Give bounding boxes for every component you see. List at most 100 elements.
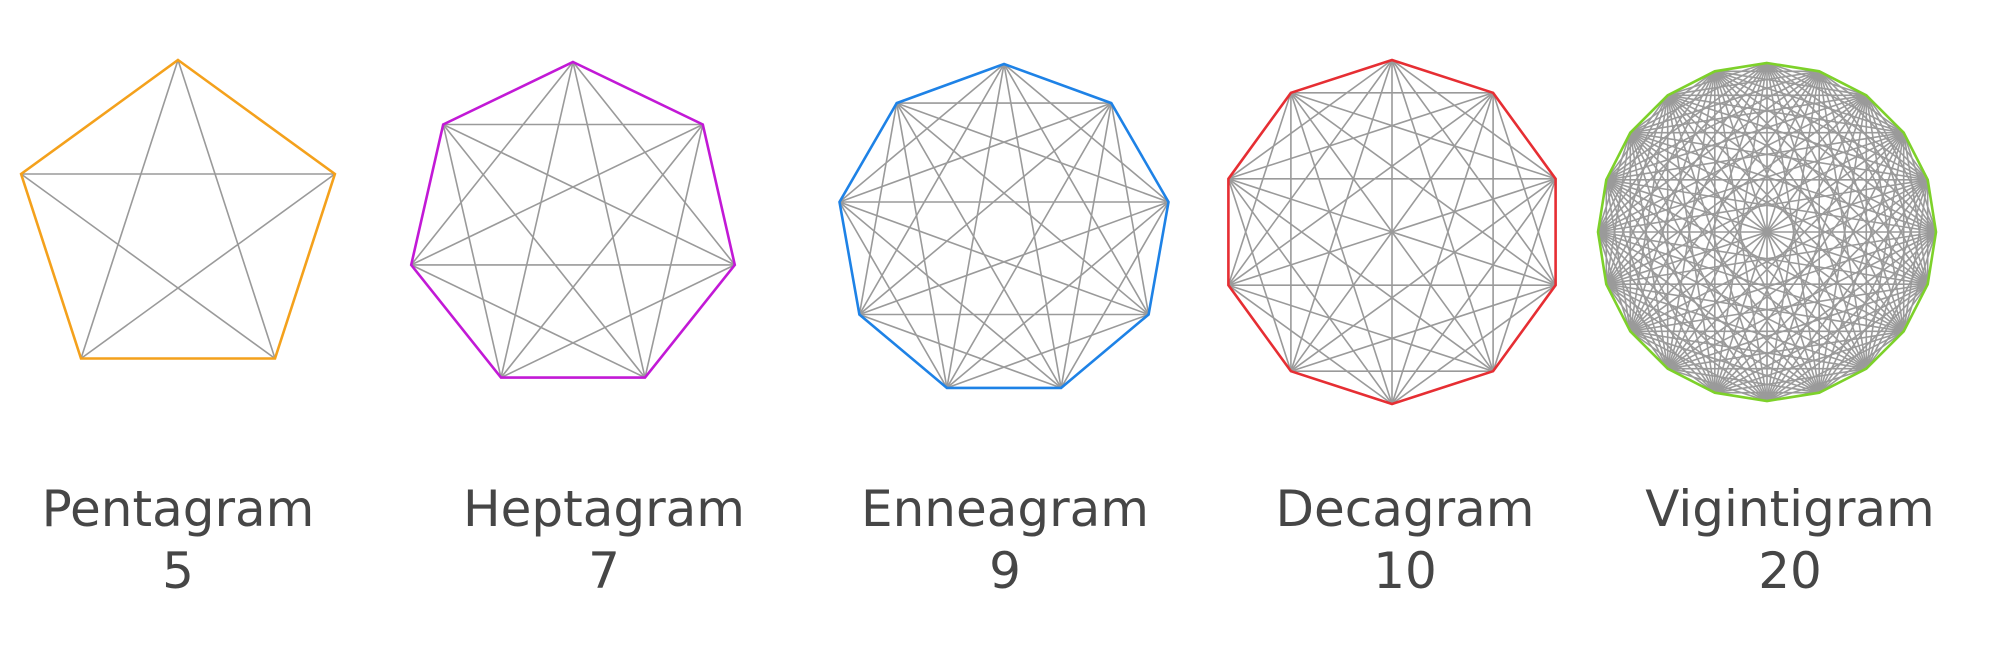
vigintigram-diagonal xyxy=(1666,71,1716,369)
pentagram-diagonal xyxy=(177,59,276,359)
vigintigram-diagonal xyxy=(1597,62,1768,233)
enneagram-diagonal xyxy=(838,63,1005,203)
enneagram-diagonal xyxy=(1003,63,1170,203)
vigintigram-diagonal xyxy=(1766,62,1937,233)
vigintigram-diagonal xyxy=(1630,330,1867,370)
vigintigram-diagonal xyxy=(1605,179,1716,394)
vigintigram-diagonal xyxy=(1605,179,1768,402)
vigintigram-diagonal xyxy=(1605,95,1669,285)
heptagram-diagonal xyxy=(442,124,646,379)
vigintigram-diagonal xyxy=(1714,70,1937,233)
vigintigram-diagonal xyxy=(1766,330,1905,402)
enneagram-diagonal xyxy=(946,63,1005,389)
vigintigram-diagonal xyxy=(1902,179,1929,332)
vigintigram-diagonal xyxy=(1629,179,1929,333)
enneagram-diagonal xyxy=(858,102,898,315)
vigintigram-diagonal xyxy=(1714,70,1905,332)
vigintigram-diagonal xyxy=(1714,283,1929,394)
vigintigram-diagonal xyxy=(1629,132,1669,369)
heptagram-diagonal xyxy=(644,124,704,378)
vigintigram-diagonal xyxy=(1714,62,1768,393)
vigintigram-diagonal xyxy=(1865,94,1937,233)
vigintigram-diagonal xyxy=(1629,95,1669,332)
vigintigram-diagonal xyxy=(1818,70,1929,285)
vigintigram-diagonal xyxy=(1667,367,1768,402)
pentagram-diagonal xyxy=(20,173,276,360)
vigintigram-outline xyxy=(1596,61,1938,403)
heptagram-diagonal xyxy=(500,61,574,378)
vigintigram-diagonal xyxy=(1605,283,1716,394)
vigintigram-diagonal xyxy=(1605,179,1905,333)
heptagram-diagonal xyxy=(572,61,646,378)
vigintigram-diagonal xyxy=(1605,283,1820,394)
heptagram-diagonal xyxy=(500,264,736,379)
decagram-diagonal xyxy=(1228,92,1494,180)
decagram-diagonal xyxy=(1227,178,1393,405)
enneagram-diagonal xyxy=(896,102,1150,316)
heptagram-diagonal xyxy=(572,61,736,266)
enneagram-diagonal xyxy=(839,102,1112,203)
decagram-diagonal xyxy=(1227,178,1292,372)
vigintigram-diagonal xyxy=(1818,283,1929,394)
vigintigram-diagonal xyxy=(1605,132,1632,285)
decagram-diagonal xyxy=(1391,178,1557,405)
vigintigram-diagonal xyxy=(1629,132,1867,370)
enneagram-diagonal xyxy=(896,102,1169,203)
enneagram-diagonal xyxy=(896,102,1062,389)
vigintigram-diagonal xyxy=(1597,132,1632,233)
vigintigram-diagonal xyxy=(1605,70,1716,181)
vigintigram-diagonal xyxy=(1818,179,1929,394)
vigintigram-diagonal xyxy=(1666,94,1820,394)
enneagram-figure xyxy=(838,62,1170,390)
vigintigram-diagonal xyxy=(1714,71,1820,393)
pentagram-name: Pentagram xyxy=(41,480,315,538)
vigintigram-diagonal xyxy=(1667,94,1905,332)
pentagram-label: Pentagram 5 xyxy=(0,478,358,602)
vigintigram-diagonal xyxy=(1629,71,1716,332)
decagram-diagonal xyxy=(1227,178,1494,372)
vigintigram-diagonal xyxy=(1605,70,1820,181)
enneagram-count: 9 xyxy=(989,542,1021,600)
enneagram-diagonal xyxy=(1003,63,1150,315)
vigintigram-diagonal xyxy=(1597,231,1669,370)
heptagram-diagonal xyxy=(410,264,646,379)
vigintigram-diagonal xyxy=(1865,132,1905,369)
vigintigram-count: 20 xyxy=(1758,542,1822,600)
vigintigram-diagonal xyxy=(1714,94,1868,394)
vigintigram-figure xyxy=(1596,61,1938,403)
enneagram-diagonal xyxy=(859,201,1169,316)
enneagram-diagonal xyxy=(1060,102,1113,389)
vigintigram-diagonal xyxy=(1667,94,1929,285)
pentagram-figure xyxy=(19,58,337,360)
heptagram-label: Heptagram 7 xyxy=(424,478,784,602)
vigintigram-diagonal xyxy=(1629,131,1929,285)
vigintigram-diagonal xyxy=(1667,94,1937,233)
vigintigram-diagonal xyxy=(1605,283,1669,370)
enneagram-diagonal xyxy=(858,63,1005,315)
vigintigram-diagonal xyxy=(1666,95,1716,393)
decagram-diagonal xyxy=(1227,59,1393,286)
vigintigram-diagonal xyxy=(1597,179,1928,233)
vigintigram-diagonal xyxy=(1597,231,1632,332)
vigintigram-diagonal xyxy=(1666,95,1768,402)
vigintigram-diagonal xyxy=(1667,367,1820,394)
vigintigram-diagonal xyxy=(1630,330,1820,394)
vigintigram-diagonal xyxy=(1606,231,1937,285)
vigintigram-diagonal xyxy=(1597,231,1716,394)
vigintigram-diagonal xyxy=(1714,71,1768,402)
vigintigram-diagonal xyxy=(1605,131,1905,285)
vigintigram-diagonal xyxy=(1630,94,1867,134)
decagram-diagonal xyxy=(1290,92,1494,372)
vigintigram-diagonal xyxy=(1667,132,1905,370)
decagram-diagonal xyxy=(1290,92,1556,180)
heptagram-diagonal xyxy=(442,123,736,266)
enneagram-diagonal xyxy=(946,201,1170,389)
enneagram-diagonal xyxy=(946,102,1112,389)
vigintigram-diagonal xyxy=(1714,70,1868,370)
decagram-figure xyxy=(1227,58,1557,406)
enneagram-name: Enneagram xyxy=(860,480,1149,538)
enneagram-diagonal xyxy=(895,102,948,389)
enneagram-diagonal xyxy=(1003,63,1062,389)
vigintigram-diagonal xyxy=(1597,231,1928,285)
decagram-label: Decagram 10 xyxy=(1225,478,1585,602)
